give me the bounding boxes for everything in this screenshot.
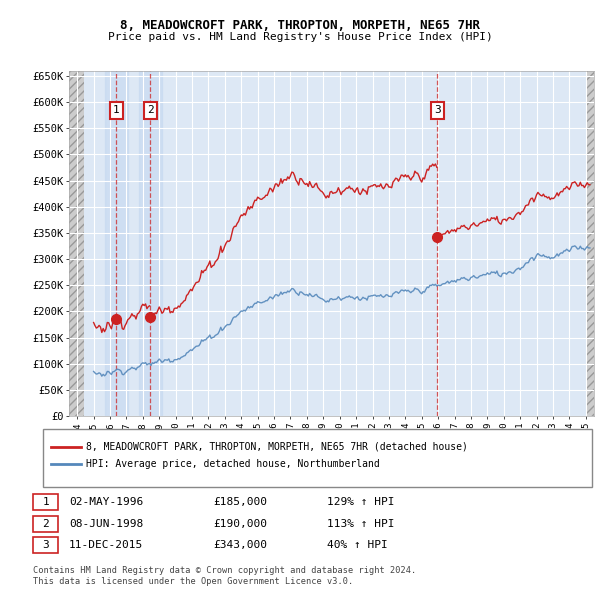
Bar <box>69 71 84 416</box>
Text: 11-DEC-2015: 11-DEC-2015 <box>69 540 143 550</box>
Text: Contains HM Land Registry data © Crown copyright and database right 2024.
This d: Contains HM Land Registry data © Crown c… <box>33 566 416 586</box>
Text: 3: 3 <box>42 540 49 550</box>
Text: 3: 3 <box>434 106 440 116</box>
Text: 02-MAY-1996: 02-MAY-1996 <box>69 497 143 507</box>
Bar <box>587 71 594 416</box>
Text: £343,000: £343,000 <box>213 540 267 550</box>
Text: 08-JUN-1998: 08-JUN-1998 <box>69 519 143 529</box>
Text: 8, MEADOWCROFT PARK, THROPTON, MORPETH, NE65 7HR (detached house): 8, MEADOWCROFT PARK, THROPTON, MORPETH, … <box>86 442 467 451</box>
Text: 1: 1 <box>42 497 49 507</box>
Bar <box>139 71 161 416</box>
Text: £190,000: £190,000 <box>213 519 267 529</box>
Bar <box>104 71 128 416</box>
Text: 113% ↑ HPI: 113% ↑ HPI <box>327 519 395 529</box>
Text: HPI: Average price, detached house, Northumberland: HPI: Average price, detached house, Nort… <box>86 460 380 469</box>
Text: 2: 2 <box>146 106 154 116</box>
Text: 129% ↑ HPI: 129% ↑ HPI <box>327 497 395 507</box>
Text: 1: 1 <box>113 106 119 116</box>
Text: 2: 2 <box>42 519 49 529</box>
Text: 8, MEADOWCROFT PARK, THROPTON, MORPETH, NE65 7HR: 8, MEADOWCROFT PARK, THROPTON, MORPETH, … <box>120 19 480 32</box>
Text: £185,000: £185,000 <box>213 497 267 507</box>
Text: 40% ↑ HPI: 40% ↑ HPI <box>327 540 388 550</box>
Text: Price paid vs. HM Land Registry's House Price Index (HPI): Price paid vs. HM Land Registry's House … <box>107 32 493 42</box>
